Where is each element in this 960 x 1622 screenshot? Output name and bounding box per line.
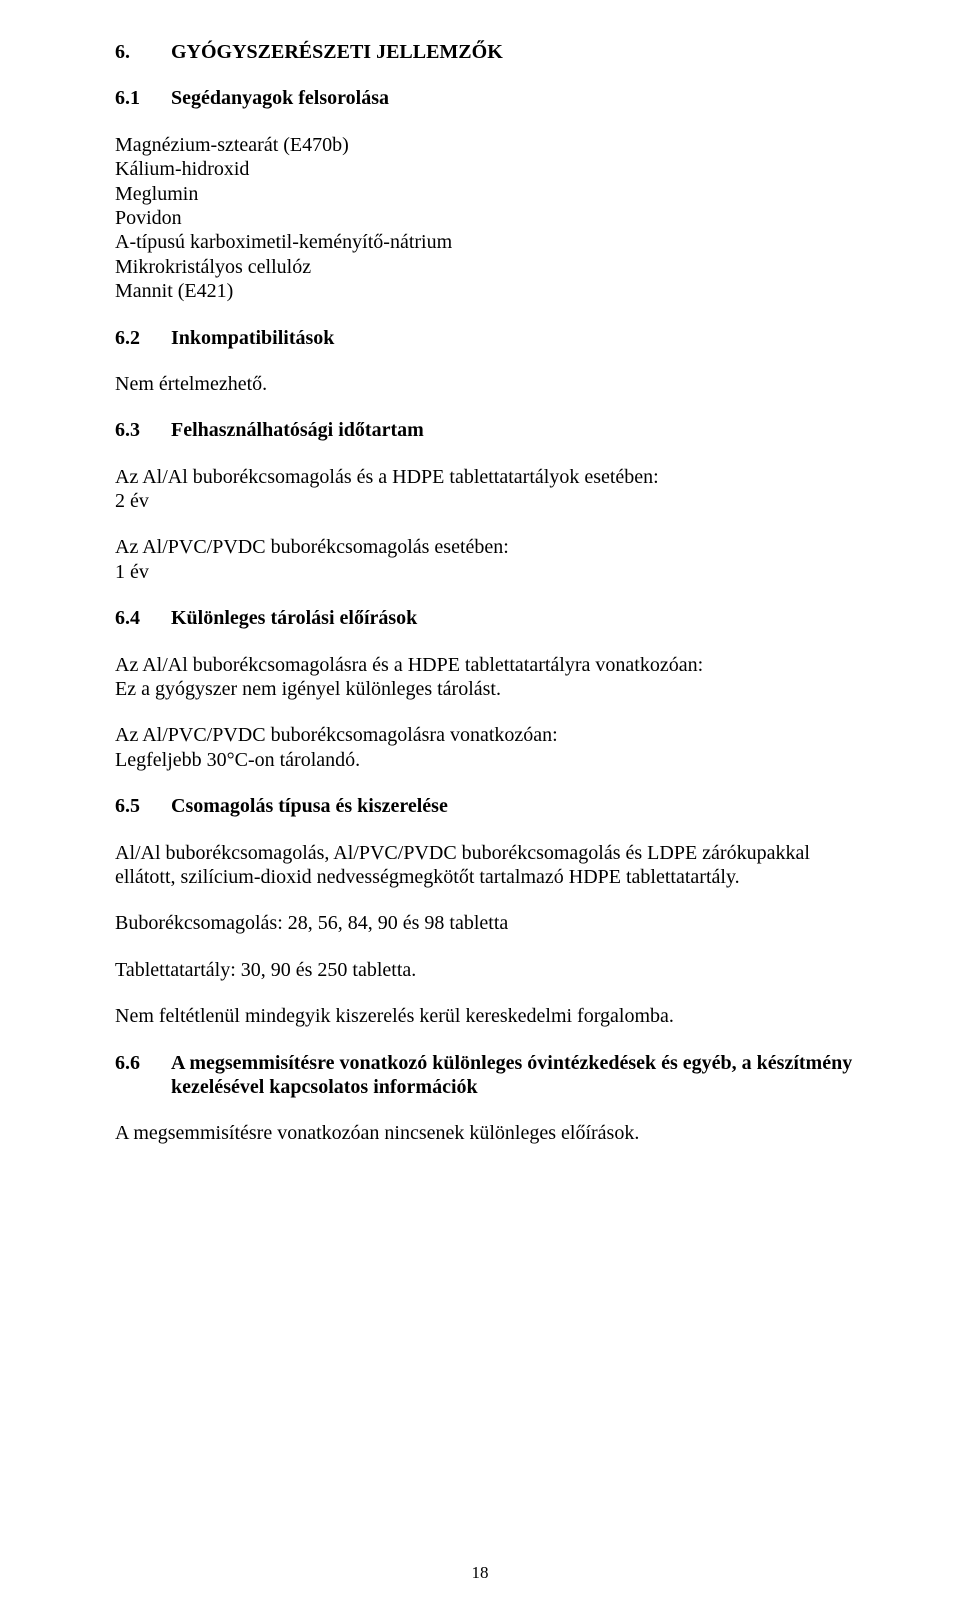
section-6-1-title: Segédanyagok felsorolása bbox=[171, 86, 389, 110]
body-text: Ez a gyógyszer nem igényel különleges tá… bbox=[115, 677, 875, 701]
section-6-2-heading: 6.2 Inkompatibilitások bbox=[115, 326, 875, 350]
document-page: 6. GYÓGYSZERÉSZETI JELLEMZŐK 6.1 Segédan… bbox=[0, 0, 960, 1622]
body-text: Legfeljebb 30°C-on tárolandó. bbox=[115, 748, 875, 772]
section-6-5-p3: Tablettatartály: 30, 90 és 250 tabletta. bbox=[115, 958, 875, 982]
section-6-3-heading: 6.3 Felhasználhatósági időtartam bbox=[115, 418, 875, 442]
list-item: Magnézium-sztearát (E470b) bbox=[115, 133, 875, 157]
section-6-2-number: 6.2 bbox=[115, 326, 171, 350]
section-6-6-number: 6.6 bbox=[115, 1051, 171, 1075]
excipients-list: Magnézium-sztearát (E470b) Kálium-hidrox… bbox=[115, 133, 875, 304]
section-6-6-p1: A megsemmisítésre vonatkozóan nincsenek … bbox=[115, 1121, 875, 1145]
section-6-4-p2: Az Al/PVC/PVDC buborékcsomagolásra vonat… bbox=[115, 723, 875, 772]
section-6-5-p2: Buborékcsomagolás: 28, 56, 84, 90 és 98 … bbox=[115, 911, 875, 935]
list-item: Mannit (E421) bbox=[115, 279, 875, 303]
section-6-5-p1: Al/Al buborékcsomagolás, Al/PVC/PVDC bub… bbox=[115, 841, 875, 890]
section-6-title: GYÓGYSZERÉSZETI JELLEMZŐK bbox=[171, 40, 503, 64]
section-6-heading: 6. GYÓGYSZERÉSZETI JELLEMZŐK bbox=[115, 40, 875, 64]
section-6-5-title: Csomagolás típusa és kiszerelése bbox=[171, 794, 448, 818]
section-6-6-heading: 6.6 A megsemmisítésre vonatkozó különleg… bbox=[115, 1051, 875, 1100]
section-6-3-p2: Az Al/PVC/PVDC buborékcsomagolás esetébe… bbox=[115, 535, 875, 584]
section-6-1-heading: 6.1 Segédanyagok felsorolása bbox=[115, 86, 875, 110]
body-text: Az Al/PVC/PVDC buborékcsomagolásra vonat… bbox=[115, 723, 875, 747]
page-number: 18 bbox=[0, 1563, 960, 1584]
section-6-number: 6. bbox=[115, 40, 171, 64]
section-6-2-body: Nem értelmezhető. bbox=[115, 372, 875, 396]
section-6-5-heading: 6.5 Csomagolás típusa és kiszerelése bbox=[115, 794, 875, 818]
section-6-4-heading: 6.4 Különleges tárolási előírások bbox=[115, 606, 875, 630]
section-6-4-title: Különleges tárolási előírások bbox=[171, 606, 417, 630]
section-6-5-number: 6.5 bbox=[115, 794, 171, 818]
list-item: Meglumin bbox=[115, 182, 875, 206]
section-6-6-title-line2: kezelésével kapcsolatos információk bbox=[115, 1075, 875, 1099]
section-6-4-p1: Az Al/Al buborékcsomagolásra és a HDPE t… bbox=[115, 653, 875, 702]
section-6-2-title: Inkompatibilitások bbox=[171, 326, 334, 350]
section-6-3-number: 6.3 bbox=[115, 418, 171, 442]
section-6-1-number: 6.1 bbox=[115, 86, 171, 110]
section-6-6-title-line1: A megsemmisítésre vonatkozó különleges ó… bbox=[171, 1051, 852, 1075]
body-text: Az Al/PVC/PVDC buborékcsomagolás esetébe… bbox=[115, 535, 875, 559]
section-6-5-p4: Nem feltétlenül mindegyik kiszerelés ker… bbox=[115, 1004, 875, 1028]
section-6-3-title: Felhasználhatósági időtartam bbox=[171, 418, 424, 442]
section-6-3-p1: Az Al/Al buborékcsomagolás és a HDPE tab… bbox=[115, 465, 875, 514]
list-item: A-típusú karboximetil-keményítő-nátrium bbox=[115, 230, 875, 254]
body-text: Az Al/Al buborékcsomagolásra és a HDPE t… bbox=[115, 653, 875, 677]
list-item: Kálium-hidroxid bbox=[115, 157, 875, 181]
body-text: 1 év bbox=[115, 560, 875, 584]
list-item: Mikrokristályos cellulóz bbox=[115, 255, 875, 279]
section-6-4-number: 6.4 bbox=[115, 606, 171, 630]
body-text: Az Al/Al buborékcsomagolás és a HDPE tab… bbox=[115, 465, 875, 489]
list-item: Povidon bbox=[115, 206, 875, 230]
body-text: 2 év bbox=[115, 489, 875, 513]
